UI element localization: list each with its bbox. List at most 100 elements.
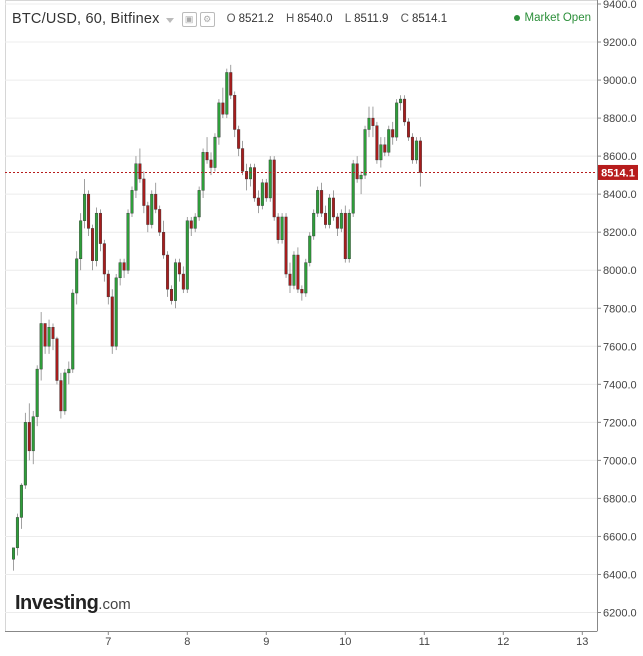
ohlc-readout: O 8521.2 H 8540.0 L 8511.9 C 8514.1 xyxy=(227,13,456,25)
candle-body xyxy=(158,209,162,233)
candle-body xyxy=(94,212,98,261)
candle xyxy=(308,232,312,267)
x-tick-label: 11 xyxy=(419,636,430,648)
candle xyxy=(138,148,142,183)
y-tick-label: 8600.0 xyxy=(603,151,637,163)
y-tick-label: 7600.0 xyxy=(603,341,637,353)
x-tick-label: 8 xyxy=(184,636,190,648)
candle xyxy=(27,403,31,461)
candle-body xyxy=(296,254,300,290)
candle-body xyxy=(410,136,414,161)
candle-body xyxy=(264,182,268,199)
candle-body xyxy=(308,235,312,263)
candle xyxy=(331,190,335,221)
candle xyxy=(134,156,138,198)
low-value: 8511.9 xyxy=(354,13,389,25)
candle-body xyxy=(98,212,102,244)
candle-body xyxy=(241,148,245,172)
y-tick-label: 9200.0 xyxy=(603,37,637,49)
candle-body xyxy=(169,289,173,301)
candle-body xyxy=(59,380,63,412)
low-label: L xyxy=(344,13,352,25)
candle xyxy=(114,274,118,351)
candle-body xyxy=(43,323,47,347)
candle-body xyxy=(150,193,154,225)
candle xyxy=(383,137,387,157)
y-tick-label: 7800.0 xyxy=(603,303,637,315)
candle-body xyxy=(110,296,114,347)
candle xyxy=(343,205,347,263)
candle xyxy=(35,365,39,427)
candle xyxy=(94,207,98,267)
candle-body xyxy=(166,254,170,290)
candle xyxy=(189,216,193,236)
window-icon[interactable]: ▣ xyxy=(181,11,197,27)
candle-body xyxy=(252,167,256,199)
candle xyxy=(320,182,324,217)
candle-body xyxy=(276,216,280,240)
candle xyxy=(19,483,23,529)
logo-suffix: .com xyxy=(98,596,131,613)
open-label: O xyxy=(226,13,236,25)
status-dot-icon xyxy=(513,15,520,21)
candle xyxy=(312,209,316,240)
candle-body xyxy=(268,159,272,199)
logo-main: Investing xyxy=(15,592,99,614)
market-status-label: Market Open xyxy=(524,12,591,24)
candle xyxy=(201,148,205,198)
candle-body xyxy=(339,212,343,229)
candle xyxy=(181,266,185,294)
candle xyxy=(241,140,245,176)
candle-body xyxy=(280,216,284,240)
candle-body xyxy=(55,338,59,381)
close-value: 8514.1 xyxy=(411,13,448,25)
gear-icon[interactable]: ⚙ xyxy=(199,11,215,27)
candle-body xyxy=(19,484,23,518)
candle xyxy=(316,186,320,217)
candle-body xyxy=(67,368,71,374)
chevron-down-icon[interactable] xyxy=(165,17,174,23)
y-tick-label: 9000.0 xyxy=(603,75,637,87)
candle xyxy=(90,224,94,271)
last-price-badge xyxy=(598,164,638,180)
candle xyxy=(229,64,233,100)
candle xyxy=(162,220,166,259)
candle-body xyxy=(47,327,51,347)
candle-body xyxy=(142,178,146,206)
candle xyxy=(395,99,399,141)
candle xyxy=(407,118,411,141)
candle-body xyxy=(39,323,43,370)
candle xyxy=(31,410,35,465)
candle xyxy=(126,209,130,275)
candle xyxy=(375,121,379,164)
symbol-title[interactable]: BTC/USD, 60, Bitfinex xyxy=(12,11,160,27)
candle-body xyxy=(126,212,130,271)
candle xyxy=(47,319,51,354)
candle xyxy=(197,186,201,221)
candle xyxy=(154,182,158,214)
candle-body xyxy=(87,193,91,229)
candle xyxy=(185,216,189,294)
candle-body xyxy=(256,197,260,206)
candle-body xyxy=(335,216,339,229)
y-tick-label: 8800.0 xyxy=(603,113,637,125)
candle xyxy=(284,213,288,278)
candle-body xyxy=(387,129,391,153)
candle xyxy=(118,258,122,286)
candle-body xyxy=(391,129,395,138)
candle-body xyxy=(359,174,363,180)
candle xyxy=(359,171,363,195)
candle xyxy=(98,209,102,252)
candle-body xyxy=(130,190,134,214)
candle-body xyxy=(209,159,213,168)
candle-body xyxy=(288,273,292,286)
axis-layer: 6200.0 6400.0 6600.0 6800.0 7000.0 7200.0 7400… xyxy=(5,0,637,648)
y-tick-label: 8000.0 xyxy=(603,265,637,277)
candle xyxy=(292,251,296,290)
candle-body xyxy=(399,98,403,104)
candle-body xyxy=(173,262,177,301)
candle xyxy=(110,289,114,354)
candle-body xyxy=(245,171,249,180)
